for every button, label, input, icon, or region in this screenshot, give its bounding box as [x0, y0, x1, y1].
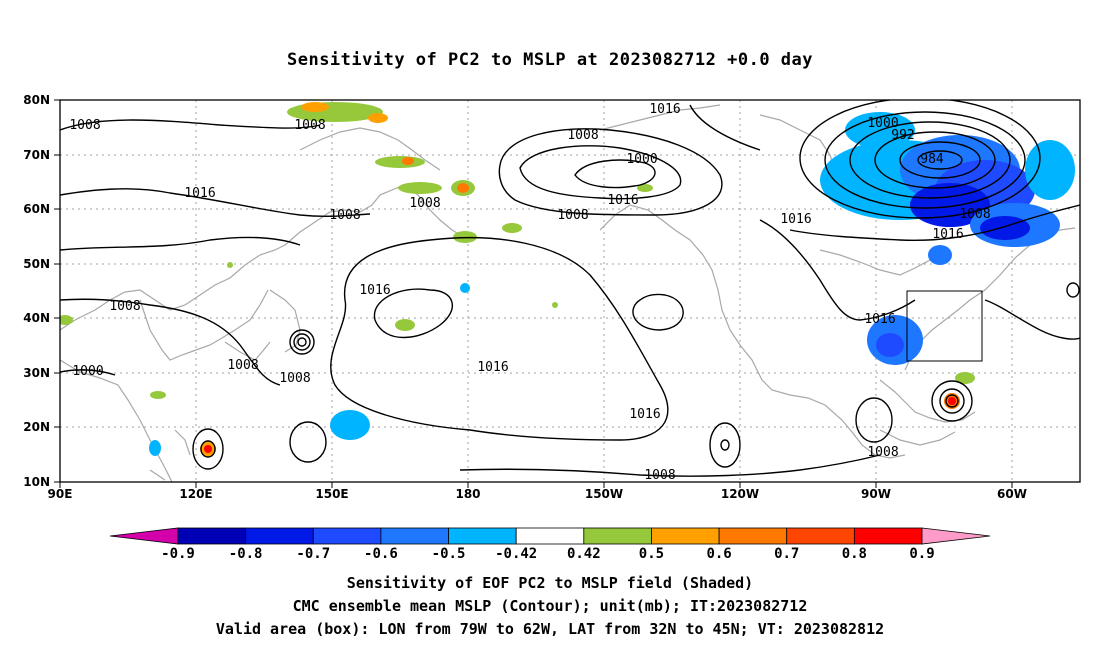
longitude-labels: 90E 120E 150E 180 150W 120W 90W 60W: [48, 487, 1027, 501]
contour-label: 1000: [72, 364, 103, 379]
lat-label: 30N: [23, 366, 50, 380]
lon-label: 60W: [997, 487, 1027, 501]
colorbar-label: -0.42: [495, 546, 537, 562]
colorbar-label: 0.9: [909, 546, 934, 562]
colorbar-label: -0.5: [432, 546, 466, 562]
contour-label: 1008: [409, 196, 440, 211]
map-frame: [59, 99, 1081, 483]
colorbar-swatch: [448, 527, 517, 545]
lat-label: 20N: [23, 420, 50, 434]
contour-label: 1008: [644, 468, 675, 483]
lon-label: 150W: [585, 487, 623, 501]
contour-label: 1008: [867, 445, 898, 460]
lon-label: 120E: [179, 487, 212, 501]
chart-title: Sensitivity of PC2 to MSLP at 2023082712…: [286, 50, 813, 70]
contour-label: 1008: [227, 358, 258, 373]
contour-label: 1016: [359, 283, 390, 298]
colorbar-swatch: [312, 527, 382, 545]
colorbar-min-triangle: [109, 527, 179, 545]
colorbar-swatch: [177, 527, 247, 545]
colorbar-swatch: [786, 527, 855, 545]
mslp-contours: [60, 100, 1080, 477]
contour-label: 1000: [867, 116, 898, 131]
contour-label: 1016: [649, 102, 680, 117]
colorbar-swatch: [718, 527, 788, 545]
valid-area-box: [906, 290, 983, 362]
colorbar-swatch: [380, 527, 449, 545]
lat-label: 60N: [23, 202, 50, 216]
colorbar-swatch: [853, 527, 923, 545]
contour-label: 1008: [557, 208, 588, 223]
lon-label: 90W: [861, 487, 891, 501]
lat-label: 40N: [23, 311, 50, 325]
contour-label: 1008: [294, 118, 325, 133]
colorbar-label: 0.42: [567, 546, 601, 562]
contour-label: 1016: [477, 360, 508, 375]
colorbar-label: -0.7: [296, 546, 330, 562]
contour-label: 1016: [629, 407, 660, 422]
contour-label: 1016: [780, 212, 811, 227]
caption-line-2: CMC ensemble mean MSLP (Contour); unit(m…: [292, 597, 808, 615]
contour-labels: 1008 1008 1016 1008 1008 1016 1008 1000 …: [69, 102, 990, 483]
lat-label: 10N: [23, 475, 50, 489]
colorbar-label: 0.6: [706, 546, 731, 562]
lat-label: 80N: [23, 93, 50, 107]
colorbar-swatch: [651, 527, 720, 545]
lat-label: 70N: [23, 148, 50, 162]
contour-label: 1008: [69, 118, 100, 133]
contour-label: 1008: [279, 371, 310, 386]
colorbar-label: -0.9: [161, 546, 195, 562]
positive-sensitivity-shading: [60, 102, 975, 457]
latitude-labels: 80N 70N 60N 50N 40N 30N 20N 10N: [23, 93, 50, 489]
colorbar: -0.9 -0.8 -0.7 -0.6 -0.5 -0.42 0.42 0.5 0.6 0.7 0.…: [109, 527, 991, 562]
contour-label: 1008: [567, 128, 598, 143]
contour-label: 1016: [184, 186, 215, 201]
axis-ticks: [54, 99, 1013, 488]
colorbar-label: 0.5: [639, 546, 664, 562]
contour-label: 1000: [626, 152, 657, 167]
contour-label: 984: [920, 152, 944, 167]
caption-line-3: Valid area (box): LON from 79W to 62W, L…: [215, 620, 885, 638]
colorbar-swatch: [583, 527, 652, 545]
colorbar-label: 0.8: [842, 546, 867, 562]
contour-label: 1008: [329, 208, 360, 223]
colorbar-swatch: [515, 527, 585, 545]
contour-label: 1008: [109, 299, 140, 314]
contour-label: 992: [891, 128, 914, 143]
lon-label: 90E: [48, 487, 73, 501]
colorbar-label: 0.7: [774, 546, 799, 562]
contour-label: 1016: [932, 227, 963, 242]
colorbar-label: -0.6: [364, 546, 398, 562]
caption-line-1: Sensitivity of EOF PC2 to MSLP field (Sh…: [346, 574, 754, 592]
contour-label: 1008: [959, 207, 990, 222]
lon-label: 120W: [721, 487, 759, 501]
lat-label: 50N: [23, 257, 50, 271]
colorbar-swatch: [245, 527, 314, 545]
contour-label: 1016: [607, 193, 638, 208]
colorbar-label: -0.8: [229, 546, 263, 562]
lon-label: 150E: [315, 487, 348, 501]
contour-label: 1016: [864, 312, 895, 327]
colorbar-max-triangle: [921, 527, 991, 545]
lon-label: 180: [455, 487, 480, 501]
